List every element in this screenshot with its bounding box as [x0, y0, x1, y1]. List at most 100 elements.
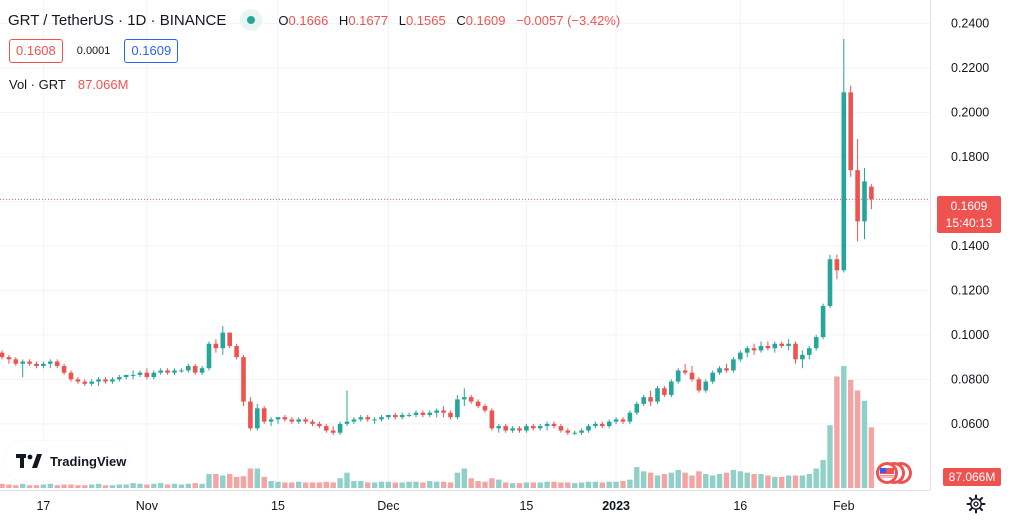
- candle-body: [641, 397, 646, 404]
- price-tick-label: 0.1000: [951, 328, 989, 342]
- candle-body: [123, 374, 129, 378]
- volume-bar: [475, 481, 481, 488]
- symbol-title[interactable]: GRT / TetherUS · 1D · BINANCE: [8, 11, 227, 29]
- candle: [579, 428, 584, 435]
- volume-bar: [785, 475, 792, 488]
- candle-body: [455, 399, 460, 418]
- candle-body: [537, 426, 543, 429]
- candle: [289, 417, 295, 424]
- candle-body: [324, 426, 329, 431]
- candle: [641, 394, 646, 407]
- candle-body: [772, 343, 778, 349]
- candle-body: [600, 423, 605, 427]
- candle-body: [813, 337, 819, 349]
- volume-bar: [689, 475, 695, 488]
- volume-bar: [123, 484, 129, 488]
- candle: [765, 341, 771, 351]
- candle: [110, 377, 115, 384]
- volume-bar: [158, 483, 164, 488]
- volume-bar: [130, 483, 136, 488]
- candle-body: [241, 357, 246, 402]
- candle: [317, 421, 322, 429]
- volume-legend[interactable]: Vol · GRT 87.066M: [9, 77, 128, 92]
- volume-bar: [6, 484, 12, 488]
- candle: [696, 377, 702, 393]
- candle-body: [199, 368, 205, 373]
- candle-body: [337, 423, 343, 433]
- volume-bar: [178, 484, 185, 488]
- volume-bar: [54, 485, 60, 488]
- time-tick-label: Dec: [377, 499, 399, 513]
- candle: [20, 359, 25, 378]
- volume-bar: [289, 482, 295, 488]
- candle: [137, 370, 143, 378]
- candle: [54, 359, 60, 369]
- candle: [510, 426, 515, 433]
- candle: [0, 350, 5, 360]
- candle-body: [765, 345, 771, 349]
- candle: [61, 363, 67, 375]
- volume-bar: [530, 482, 536, 488]
- candle: [199, 366, 205, 375]
- candle: [820, 303, 826, 340]
- events-flag-icon[interactable]: [873, 460, 913, 486]
- volume-bar: [268, 481, 274, 488]
- candle-body: [544, 423, 550, 427]
- volume-bar: [323, 481, 329, 488]
- candle-body: [13, 359, 19, 364]
- candle: [489, 408, 495, 431]
- volume-bar: [26, 485, 33, 488]
- candle: [351, 417, 357, 424]
- volume-bar: [316, 482, 323, 488]
- volume-bar: [447, 482, 454, 488]
- candle-body: [779, 343, 784, 346]
- candle: [165, 368, 170, 375]
- volume-bar: [82, 485, 88, 488]
- price-axis[interactable]: 0.24000.22000.20000.18000.16000.14000.12…: [930, 0, 1024, 490]
- candle: [475, 399, 481, 409]
- candle-body: [261, 408, 267, 422]
- volume-bar: [261, 476, 267, 488]
- buy-price-button[interactable]: 0.1609: [124, 39, 179, 63]
- candle: [186, 363, 191, 373]
- candle: [558, 423, 564, 433]
- candle-body: [627, 412, 633, 422]
- candle: [123, 374, 129, 380]
- volume-bar: [116, 484, 122, 488]
- volume-bar: [496, 479, 502, 488]
- candle: [724, 363, 729, 373]
- time-axis[interactable]: 17Nov15Dec15202316Feb20: [0, 490, 954, 522]
- candle-body: [634, 403, 640, 413]
- volume-bar: [703, 474, 709, 488]
- candle-body: [434, 410, 439, 413]
- volume-bar: [137, 483, 143, 488]
- volume-bar: [406, 481, 412, 488]
- volume-bar: [765, 475, 771, 488]
- price-tick-label: 0.2000: [951, 105, 989, 119]
- candle: [158, 368, 163, 375]
- volume-bar: [716, 474, 723, 488]
- candle: [172, 368, 177, 375]
- tradingview-logo[interactable]: TradingView: [4, 441, 128, 481]
- volume-bar: [233, 476, 240, 488]
- symbol-legend: GRT / TetherUS · 1D · BINANCE O0.1666 H0…: [8, 9, 627, 31]
- candle-body: [558, 426, 564, 431]
- candlestick-chart[interactable]: [0, 0, 930, 490]
- candle: [227, 332, 232, 349]
- chart-settings-gear-icon[interactable]: [966, 494, 986, 514]
- candle-body: [572, 432, 577, 434]
- candle-body: [61, 366, 67, 373]
- candle-body: [793, 343, 798, 360]
- sell-price-button[interactable]: 0.1608: [9, 39, 63, 63]
- candle-body: [731, 359, 736, 371]
- candle-body: [6, 357, 12, 360]
- candle: [717, 366, 722, 375]
- candle: [268, 417, 274, 427]
- candle-body: [468, 397, 474, 402]
- candle: [841, 38, 847, 273]
- candle-body: [110, 379, 115, 382]
- candle-body: [593, 423, 598, 427]
- candle-body: [482, 406, 488, 411]
- candle-body: [275, 417, 281, 420]
- candle-body: [54, 361, 60, 366]
